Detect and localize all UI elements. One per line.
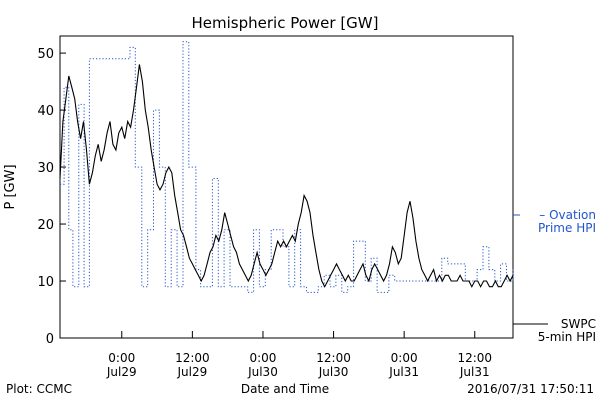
footer-plot-source: Plot: CCMC [6,382,72,396]
series-swpc-line [59,64,514,288]
x-axis-ticks: 0:00Jul2912:00Jul290:00Jul3012:00Jul300:… [106,331,492,379]
footer-timestamp: 2016/07/31 17:50:11 [467,382,594,396]
y-axis-label: P [GW] [3,164,18,209]
series-layer [59,41,514,293]
x-tick-label-date: Jul29 [106,365,137,379]
x-tick-label-time: 12:00 [457,351,492,365]
x-tick-label-time: 12:00 [175,351,210,365]
y-tick-label: 30 [37,161,54,176]
plot-frame [59,35,514,339]
x-tick-label-date: Jul30 [318,365,349,379]
y-tick-label: 10 [37,275,54,290]
legend-ovation: – Ovation Prime HPI [513,208,596,235]
y-tick-label: 20 [37,218,54,233]
x-tick-label-time: 0:00 [108,351,135,365]
legend-ovation-label-line1: – Ovation [539,208,596,222]
y-axis-ticks: 0 10 20 30 40 50 [37,47,66,347]
x-tick-label-time: 12:00 [316,351,351,365]
x-tick-label-date: Jul29 [176,365,207,379]
legend-swpc-label-line2: 5-min HPI [538,330,596,344]
y-tick-label: 50 [37,47,54,62]
y-tick-label: 40 [37,104,54,119]
series-ovation-prime-line [60,41,514,293]
legend-ovation-label-line2: Prime HPI [538,221,596,235]
legend-swpc: SWPC 5-min HPI [513,317,596,344]
x-tick-label-time: 0:00 [249,351,276,365]
x-tick-label-date: Jul30 [247,365,278,379]
y-tick-label: 0 [46,332,54,347]
chart-title: Hemispheric Power [GW] [192,14,379,32]
x-axis-label: Date and Time [241,382,329,396]
x-tick-label-date: Jul31 [388,365,419,379]
plot-area [59,35,514,339]
x-tick-label-date: Jul31 [459,365,490,379]
x-tick-label-time: 0:00 [391,351,418,365]
legend-swpc-label-line1: SWPC [561,317,596,331]
